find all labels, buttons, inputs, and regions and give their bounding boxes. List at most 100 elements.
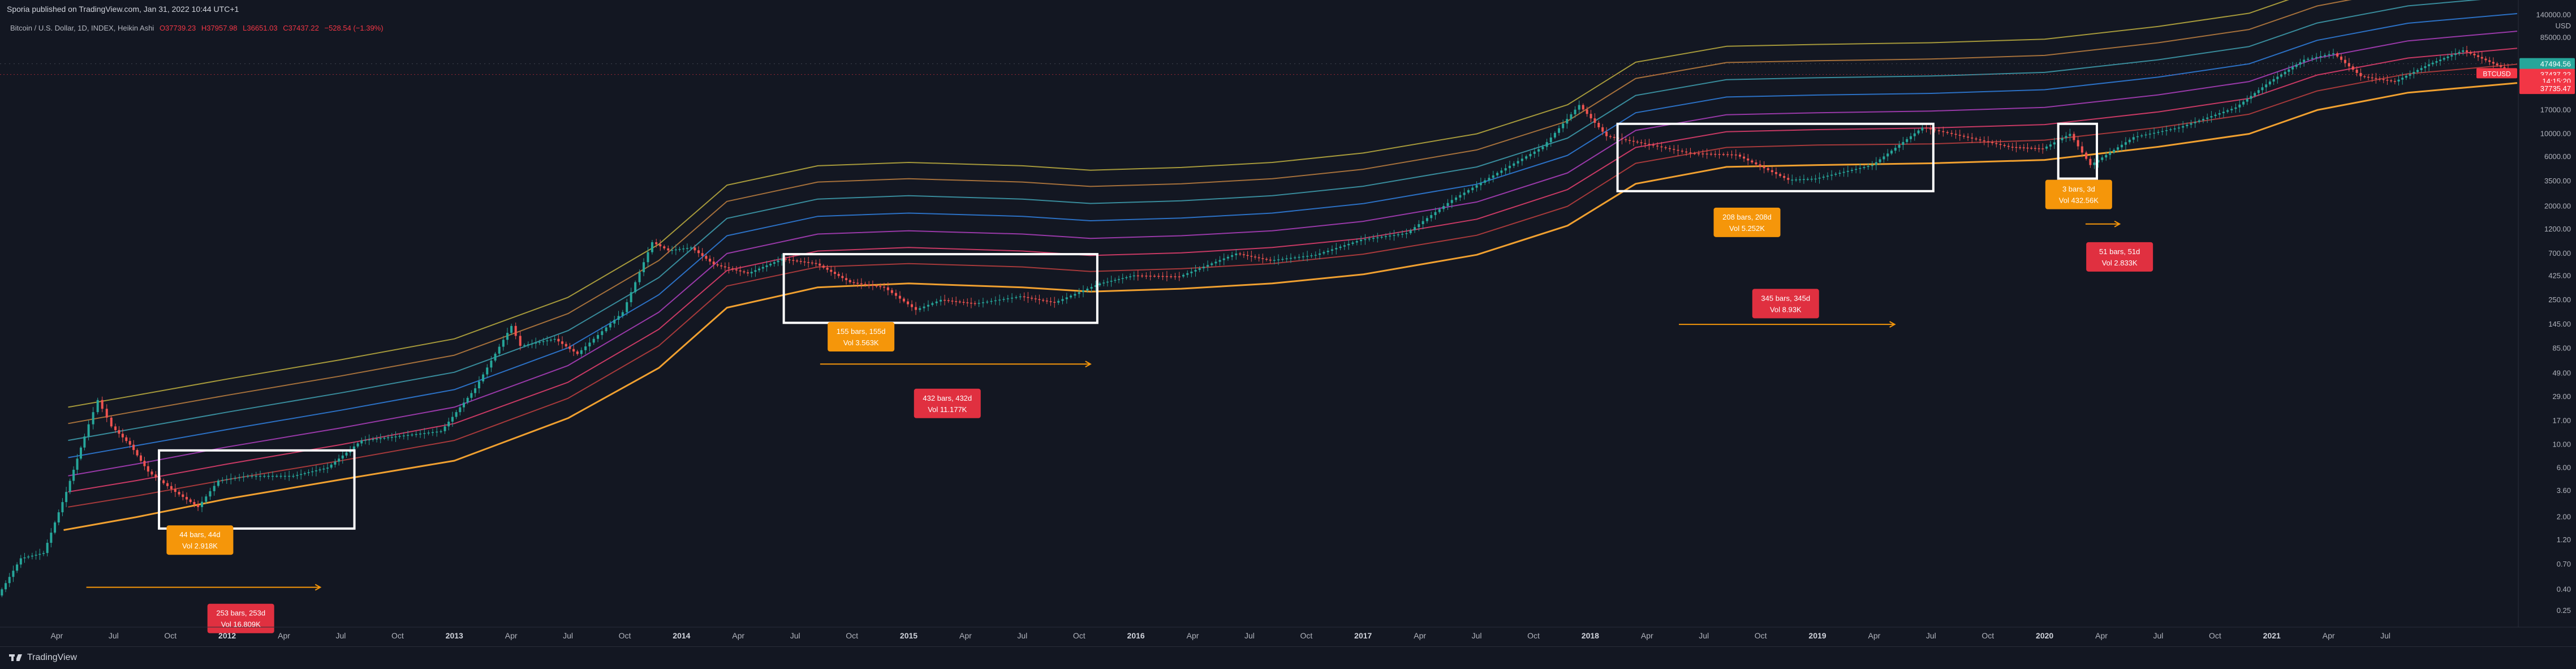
price-candle-0-335	[1319, 253, 1321, 255]
annotation-box-6	[2045, 179, 2112, 209]
price-candle-0-32	[125, 437, 128, 441]
band-line-1	[68, 63, 2518, 508]
price-candle-0-584	[2319, 55, 2322, 57]
price-candle-0-533	[2117, 147, 2120, 150]
price-candle-0-266	[1042, 299, 1045, 301]
price-candle-0-463	[1838, 173, 1841, 174]
price-candle-0-588	[2336, 53, 2339, 57]
price-candle-0-215	[841, 276, 844, 278]
price-candle-0-8	[31, 555, 33, 557]
price-tick-10: 425.00	[2548, 272, 2571, 280]
box-layer[interactable]	[158, 122, 2098, 530]
price-candle-0-299	[1174, 276, 1177, 277]
price-candle-0-274	[1074, 294, 1076, 296]
price-candle-0-473	[1879, 159, 1881, 162]
price-candle-0-541	[2148, 134, 2151, 135]
price-candle-0-166	[655, 242, 658, 245]
price-candle-0-347	[1368, 238, 1371, 240]
price-candle-0-566	[2250, 96, 2252, 99]
price-candle-0-440	[1747, 158, 1750, 161]
time-tick-29: Jul	[1699, 631, 1709, 640]
price-candle-0-437	[1734, 155, 1737, 156]
band-line-3	[68, 31, 2518, 477]
price-candle-0-300	[1178, 276, 1181, 277]
annotation-layer[interactable]: 44 bars, 44d Vol 2.918K 253 bars, 253d Vol …	[166, 179, 2153, 633]
price-candle-0-410	[1625, 139, 1627, 140]
price-candle-0-492	[1954, 134, 1957, 135]
price-candle-0-571	[2268, 82, 2271, 85]
published-header: Sporia published on TradingView.com, Jan…	[7, 5, 239, 14]
time-tick-18: Oct	[1073, 631, 1085, 640]
price-candle-0-455	[1806, 179, 1809, 180]
price-candle-0-83	[326, 468, 329, 469]
time-axis[interactable]: Apr Jul Oct 2012 Apr Jul Oct 2013 Apr Jul Oct 2014 A…	[0, 627, 2576, 640]
price-candle-0-285	[1118, 278, 1121, 280]
price-candle-0-464	[1842, 171, 1845, 173]
price-candle-0-298	[1170, 276, 1173, 277]
price-candle-0-590	[2344, 59, 2346, 63]
time-tick-3: 2012	[218, 631, 236, 640]
price-candle-0-227	[886, 287, 889, 290]
price-candle-0-286	[1121, 278, 1124, 279]
price-candle-0-630	[2496, 63, 2499, 66]
annotation-vol-2: Vol 3.563K	[843, 338, 879, 347]
price-candle-0-501	[1991, 142, 1994, 143]
annotation-box-3	[914, 388, 981, 418]
band-line-4	[68, 13, 2518, 458]
price-candle-0-73	[288, 475, 291, 477]
price-candle-0-441	[1751, 160, 1754, 162]
tradingview-logo[interactable]: TradingView	[9, 653, 77, 663]
price-candle-0-209	[819, 263, 821, 266]
price-candle-0-46	[178, 492, 180, 495]
price-candle-0-304	[1194, 269, 1197, 272]
price-axis[interactable]: USD 140000.00 85000.00 17000.00 10000.00 6000…	[0, 0, 2576, 627]
time-tick-38: Oct	[2209, 631, 2221, 640]
price-tick-9: 700.00	[2548, 249, 2571, 258]
price-candle-0-360	[1421, 221, 1424, 225]
price-candle-0-17	[65, 492, 68, 503]
annotation-bars-0: 44 bars, 44d	[179, 530, 220, 539]
price-candle-0-470	[1867, 166, 1869, 168]
price-candle-0-331	[1302, 256, 1304, 258]
time-tick-24: Apr	[1414, 631, 1426, 640]
symbol-legend[interactable]: Bitcoin / U.S. Dollar, 1D, INDEX, Heikin…	[10, 24, 384, 32]
price-candle-0-61	[238, 477, 241, 478]
price-candle-0-361	[1425, 218, 1428, 221]
range-layer[interactable]	[86, 220, 2121, 591]
price-candle-0-352	[1389, 235, 1392, 237]
price-candle-0-477	[1894, 148, 1897, 151]
price-candle-0-110	[431, 432, 434, 433]
price-candle-0-374	[1479, 182, 1482, 186]
price-candle-0-56	[217, 481, 219, 486]
price-candle-0-314	[1235, 253, 1238, 255]
price-tick-22: 0.70	[2557, 560, 2571, 568]
price-candle-0-613	[2431, 62, 2434, 65]
price-candle-0-116	[455, 412, 458, 417]
price-candle-0-499	[1983, 140, 1985, 141]
price-candle-0-59	[230, 478, 232, 480]
price-candle-0-568	[2257, 90, 2260, 93]
price-candle-0-147	[576, 351, 579, 354]
price-candle-0-235	[919, 308, 921, 310]
price-candle-0-554	[2202, 119, 2205, 121]
price-candle-0-202	[792, 260, 795, 261]
price-candle-0-40	[154, 474, 157, 478]
price-candle-0-336	[1323, 252, 1325, 254]
price-candle-0-313	[1231, 255, 1234, 257]
price-candle-0-632	[2503, 67, 2506, 69]
price-candle-0-114	[447, 421, 450, 427]
price-candle-0-275	[1078, 292, 1080, 294]
price-candle-0-449	[1783, 175, 1786, 178]
price-candle-0-12	[46, 543, 49, 554]
price-candle-0-418	[1656, 145, 1659, 147]
price-candle-0-543	[2157, 132, 2160, 133]
price-candle-0-419	[1660, 146, 1663, 148]
price-candle-0-487	[1933, 129, 1936, 131]
price-candle-0-605	[2401, 78, 2404, 80]
time-tick-22: Oct	[1300, 631, 1312, 640]
annotation-vol-7: Vol 2.833K	[2102, 259, 2138, 267]
price-tick-17: 10.00	[2552, 440, 2571, 449]
price-candle-0-422	[1673, 149, 1675, 150]
price-candle-0-509	[2022, 147, 2025, 148]
